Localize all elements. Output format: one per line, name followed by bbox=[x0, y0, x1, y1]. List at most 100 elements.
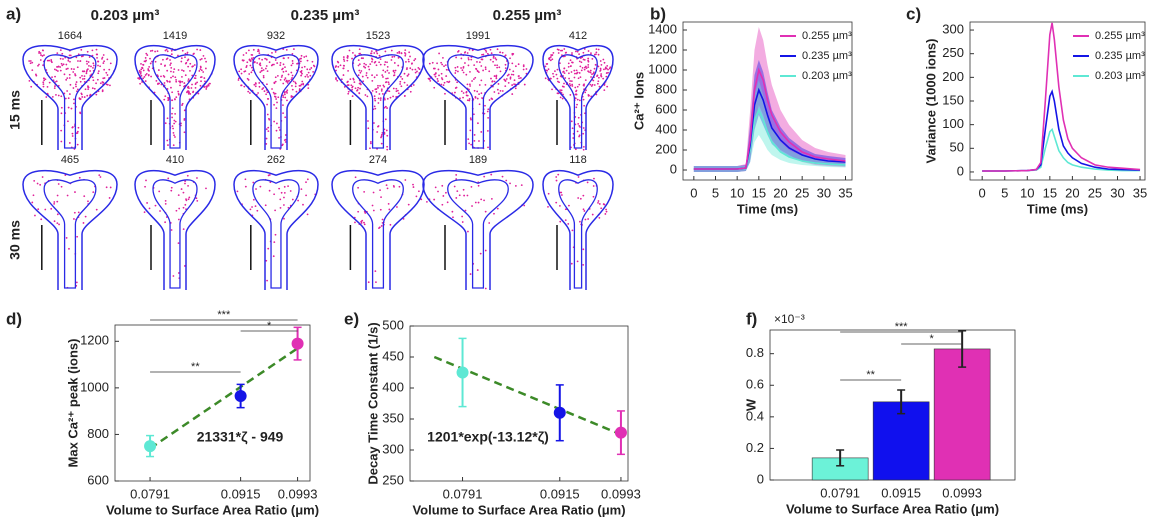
ion-dot bbox=[290, 71, 293, 74]
ion-dot bbox=[282, 82, 285, 85]
ion-dot bbox=[205, 88, 208, 90]
ion-dot bbox=[140, 62, 142, 65]
ion-dot bbox=[501, 175, 504, 178]
ion-dot bbox=[593, 71, 595, 74]
ion-dot bbox=[57, 183, 60, 185]
ion-dot bbox=[186, 51, 189, 54]
ion-dot bbox=[384, 50, 387, 53]
ion-dot bbox=[489, 58, 492, 61]
ion-dot bbox=[309, 74, 312, 77]
ion-dot bbox=[29, 62, 32, 65]
ion-dot bbox=[375, 91, 378, 93]
ion-dot bbox=[476, 70, 479, 73]
ion-dot bbox=[284, 66, 286, 69]
ion-dot bbox=[396, 89, 399, 92]
ion-dot bbox=[285, 48, 288, 51]
ion-dot bbox=[294, 82, 297, 85]
y-tick-label: 0.8 bbox=[746, 345, 764, 360]
ion-dot bbox=[170, 70, 172, 73]
ion-dot bbox=[189, 62, 192, 65]
ion-dot bbox=[408, 51, 411, 54]
ion-dot bbox=[38, 63, 40, 66]
ion-dot bbox=[46, 85, 49, 88]
ion-dot bbox=[68, 77, 71, 79]
ion-dot bbox=[172, 131, 175, 134]
x-axis-label: Time (ms) bbox=[1027, 201, 1088, 216]
ion-dot bbox=[158, 190, 161, 193]
ion-dot bbox=[586, 181, 589, 184]
x-tick-label: 0.0993 bbox=[942, 485, 982, 500]
x-tick-label: 20 bbox=[773, 185, 787, 200]
y-tick-label: 500 bbox=[382, 317, 404, 332]
ion-dot bbox=[163, 65, 166, 67]
ion-dot bbox=[477, 122, 479, 125]
ion-dot bbox=[589, 71, 592, 74]
ion-dot bbox=[467, 230, 469, 233]
ion-dot bbox=[488, 70, 491, 73]
ion-dot bbox=[247, 90, 250, 93]
ion-dot bbox=[274, 233, 277, 236]
ion-dot bbox=[109, 84, 111, 87]
ion-dot bbox=[371, 80, 374, 82]
ion-dot bbox=[73, 68, 75, 71]
ion-dot bbox=[373, 95, 376, 98]
ion-dot bbox=[523, 83, 526, 86]
ion-dot bbox=[404, 54, 407, 57]
ion-dot bbox=[177, 272, 180, 274]
ion-dot bbox=[463, 194, 466, 197]
ion-dot bbox=[36, 182, 39, 185]
ion-dot bbox=[73, 218, 75, 220]
ion-dot bbox=[282, 96, 285, 99]
ion-dot bbox=[456, 81, 459, 84]
ion-dot bbox=[585, 67, 588, 70]
ion-dot bbox=[509, 77, 512, 80]
ion-dot bbox=[476, 269, 479, 271]
ion-dot bbox=[277, 96, 280, 99]
data-point bbox=[614, 426, 627, 439]
ion-dot bbox=[58, 223, 60, 226]
ion-dot bbox=[274, 80, 277, 83]
ion-dot bbox=[166, 139, 169, 142]
ion-dot bbox=[569, 84, 572, 87]
ion-dot bbox=[473, 134, 476, 136]
ion-dot bbox=[53, 68, 56, 71]
ion-count: 1991 bbox=[466, 30, 490, 42]
ion-dot bbox=[50, 207, 53, 210]
ion-dot bbox=[555, 176, 558, 178]
ion-dot bbox=[93, 87, 96, 90]
ion-dot bbox=[380, 133, 383, 136]
ion-dot bbox=[144, 57, 147, 59]
ion-dot bbox=[54, 85, 56, 88]
ion-dot bbox=[258, 85, 261, 88]
ion-dot bbox=[150, 75, 152, 78]
ion-dot bbox=[393, 62, 396, 64]
ion-dot bbox=[556, 48, 559, 51]
ion-dot bbox=[264, 204, 267, 207]
ion-dot bbox=[266, 103, 268, 106]
ion-dot bbox=[249, 60, 252, 63]
volume-header: 0.255 µm³ bbox=[493, 7, 562, 24]
data-point bbox=[456, 366, 469, 379]
ion-dot bbox=[440, 83, 443, 86]
row-label: 30 ms bbox=[7, 220, 23, 260]
legend-label: 0.255 µm³ bbox=[1095, 30, 1145, 42]
ion-dot bbox=[375, 64, 378, 67]
ion-dot bbox=[171, 112, 173, 115]
ion-dot bbox=[184, 62, 187, 65]
ion-dot bbox=[166, 57, 169, 60]
ion-dot bbox=[90, 65, 92, 68]
ion-dot bbox=[93, 64, 95, 67]
ion-dot bbox=[170, 76, 172, 79]
ion-dot bbox=[492, 60, 494, 63]
ion-dot bbox=[582, 208, 585, 211]
ion-dot bbox=[453, 185, 456, 188]
ion-dot bbox=[440, 61, 443, 64]
ion-dot bbox=[575, 93, 578, 96]
ion-dot bbox=[54, 75, 56, 78]
ion-dot bbox=[204, 80, 206, 83]
x-tick-label: 5 bbox=[712, 185, 719, 200]
ion-dot bbox=[154, 204, 157, 207]
ion-dot bbox=[385, 77, 388, 80]
ion-dot bbox=[170, 49, 173, 52]
ion-dot bbox=[170, 186, 173, 189]
